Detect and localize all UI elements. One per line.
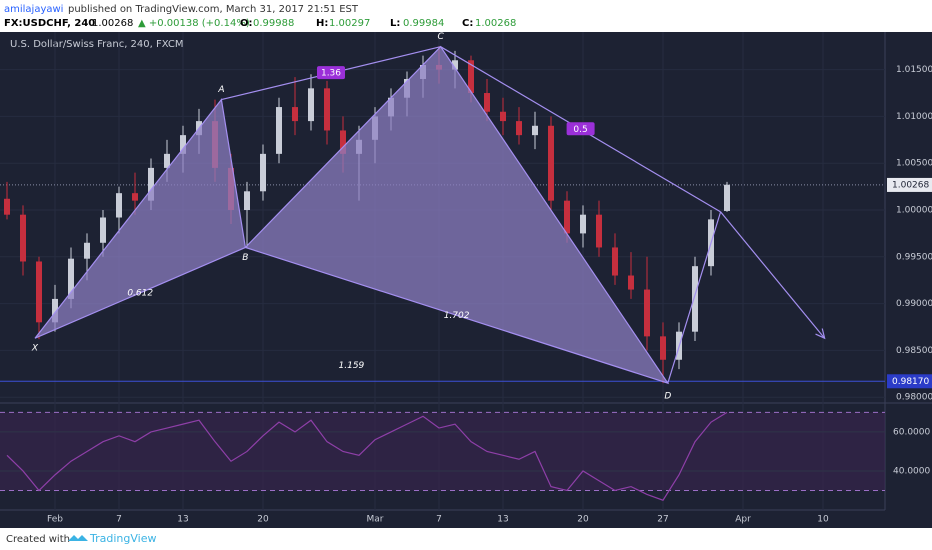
candle-body (340, 130, 346, 154)
x-tick-label: 13 (497, 515, 508, 525)
ohlc-value: 0.99984 (403, 18, 444, 29)
candle-body (468, 60, 474, 94)
footer-text: Created with (6, 534, 70, 545)
y-tick-label: 1.01500 (896, 65, 932, 75)
candle-body (292, 107, 298, 122)
x-tick-label: 10 (817, 515, 829, 525)
candle-body (20, 214, 26, 262)
ratio-label: 0.612 (127, 288, 153, 298)
author[interactable]: amilajayawi (4, 4, 63, 15)
ratio-box (317, 66, 345, 80)
candle-body (116, 193, 122, 218)
candle-body (324, 88, 330, 131)
symbol: FX:USDCHF, 240 (4, 18, 95, 29)
candle-body (308, 88, 314, 122)
logo (68, 535, 88, 541)
chart-title: U.S. Dollar/Swiss Franc, 240, FXCM (10, 39, 183, 50)
ohlc-label: O: (240, 18, 253, 29)
candle-body (148, 167, 154, 201)
candle-body (260, 153, 266, 192)
ohlc-label: C: (462, 18, 473, 29)
y-tick-label: 1.00500 (896, 159, 932, 169)
footer-brand[interactable]: TradingView (89, 532, 156, 545)
ratio-label: 0.5 (573, 125, 587, 135)
ohlc-value: 0.99988 (253, 18, 294, 29)
candle-body (84, 242, 90, 259)
price: 1.00268 (92, 18, 133, 29)
ohlc-value: 1.00268 (475, 18, 516, 29)
rsi-line (6, 411, 728, 501)
x-tick-label: 27 (657, 515, 668, 525)
y-tick-label: 0.98000 (896, 393, 932, 403)
candle-body (516, 121, 522, 136)
x-tick-label: Apr (735, 515, 751, 525)
x-tick-label: Feb (47, 515, 63, 525)
x-tick-label: 20 (577, 515, 589, 525)
candle-body (564, 200, 570, 234)
candle-body (164, 153, 170, 168)
candle-body (628, 275, 634, 290)
rsi-band (0, 412, 885, 491)
candle-body (580, 214, 586, 234)
y-tick-label: 1.01000 (896, 112, 932, 122)
ratio-box (566, 122, 595, 136)
x-tick-label: 20 (257, 515, 269, 525)
candle-body (724, 184, 730, 211)
candle-body (596, 214, 602, 248)
level-box (887, 374, 932, 389)
y-tick-label: 0.98500 (896, 346, 932, 356)
pattern-line (667, 211, 722, 384)
candle-body (244, 191, 250, 211)
y-tick-label: 40.0000 (893, 466, 930, 476)
candle-body (692, 266, 698, 332)
candle-body (276, 107, 282, 154)
candle-body (52, 298, 58, 323)
point-label: B (242, 253, 248, 263)
candle-body (612, 247, 618, 276)
ratio-label: 1.702 (444, 311, 470, 321)
pattern-line (720, 211, 826, 339)
candle-body (484, 93, 490, 112)
point-label: D (664, 392, 671, 402)
arrow-head (815, 328, 826, 340)
candle-body (660, 336, 666, 360)
ratio-label: 1.159 (339, 361, 365, 371)
candle-body (500, 111, 506, 122)
candle-body (36, 261, 42, 323)
candle-body (644, 289, 650, 337)
x-tick-label: 7 (436, 515, 442, 525)
candle-body (4, 198, 10, 215)
candle-body (100, 217, 106, 243)
published: published on TradingView.com, March 31, … (68, 4, 359, 15)
ohlc-label: H: (316, 18, 328, 29)
y-tick-label: 1.00000 (896, 206, 932, 216)
last-price-box (887, 177, 932, 192)
point-label: A (217, 85, 224, 95)
x-tick-label: Mar (367, 515, 384, 525)
level-label: 0.98170 (892, 377, 929, 387)
pattern-leg (34, 98, 247, 339)
change: ▲ +0.00138 (+0.14%) (138, 18, 250, 29)
y-tick-label: 60.0000 (893, 427, 930, 437)
pattern-leg (244, 45, 670, 385)
x-tick-label: 13 (177, 515, 188, 525)
candle-body (548, 125, 554, 201)
ratio-label: 1.36 (321, 69, 341, 79)
x-tick-label: 7 (116, 515, 122, 525)
candle-body (180, 135, 186, 154)
y-tick-label: 0.99000 (896, 299, 932, 309)
candle-body (532, 125, 538, 136)
ohlc-value: 1.00297 (329, 18, 370, 29)
candle-body (68, 258, 74, 299)
last-price-label: 1.00268 (892, 180, 929, 190)
point-label: C (437, 32, 444, 42)
candle-body (452, 60, 458, 70)
point-label: X (31, 344, 39, 354)
y-tick-label: 0.99500 (896, 252, 932, 262)
ohlc-label: L: (390, 18, 400, 29)
candle-body (132, 193, 138, 201)
